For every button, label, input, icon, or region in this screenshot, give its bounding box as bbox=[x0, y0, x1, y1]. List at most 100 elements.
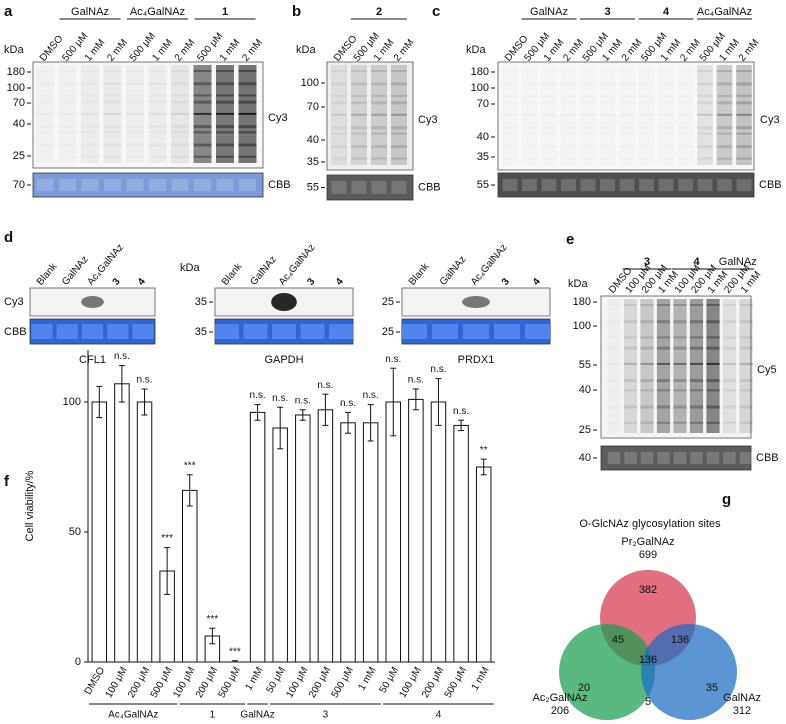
lane-band bbox=[580, 126, 596, 129]
lane-band bbox=[36, 156, 54, 158]
lane-band bbox=[706, 379, 720, 383]
x-tick-label: 500 μM bbox=[217, 665, 243, 700]
kda-marker: 55 bbox=[579, 359, 591, 371]
cbb-band bbox=[243, 324, 268, 339]
lane-band bbox=[391, 145, 407, 149]
x-tick-label: 500 μM bbox=[443, 665, 469, 700]
group-label: Ac₄GalNAz bbox=[130, 6, 185, 18]
lane-band bbox=[739, 362, 753, 365]
lane-band bbox=[502, 101, 518, 104]
lane-band bbox=[722, 389, 737, 392]
cbb-band bbox=[524, 324, 552, 339]
lane-band bbox=[607, 304, 620, 306]
lane-band bbox=[722, 405, 737, 409]
lane-band bbox=[580, 145, 596, 148]
lane-band bbox=[59, 125, 77, 128]
lane-band bbox=[580, 133, 596, 135]
cbb-band bbox=[329, 324, 353, 339]
lane-band bbox=[580, 158, 596, 160]
kda-marker: 35 bbox=[195, 326, 207, 338]
lane-band bbox=[541, 95, 557, 97]
lane-band bbox=[607, 320, 620, 323]
set-name: GalNAz bbox=[723, 692, 761, 704]
kda-marker: 40 bbox=[307, 134, 319, 146]
lane-band bbox=[522, 133, 538, 135]
loading-label: CBB bbox=[418, 181, 441, 193]
lane-label: 2 mM bbox=[240, 37, 264, 63]
lane-band bbox=[673, 362, 687, 365]
significance: n.s. bbox=[430, 364, 446, 375]
region-count: 20 bbox=[578, 682, 590, 694]
lane-band bbox=[502, 95, 518, 97]
lane-band bbox=[149, 101, 167, 104]
lane-band bbox=[216, 70, 234, 72]
cbb-strip bbox=[326, 174, 414, 201]
gel bbox=[326, 61, 414, 171]
lane-band bbox=[722, 320, 737, 324]
lane-band bbox=[216, 82, 234, 86]
kda-marker: 70 bbox=[307, 101, 319, 113]
lane-band bbox=[689, 320, 704, 324]
lane-band bbox=[331, 101, 347, 105]
kda-marker: 35 bbox=[477, 151, 489, 163]
cbb-band bbox=[148, 179, 167, 191]
lane-band bbox=[149, 131, 167, 133]
lane-label: 2 mM bbox=[678, 37, 702, 63]
lane-band bbox=[658, 133, 674, 135]
gel bbox=[600, 295, 752, 439]
lane-band bbox=[171, 143, 189, 147]
signal-label: Cy3 bbox=[268, 112, 288, 124]
kda-marker: 40 bbox=[579, 384, 591, 396]
lane-band bbox=[103, 125, 122, 129]
cbb-band bbox=[619, 179, 635, 191]
lane-band bbox=[739, 421, 753, 424]
panel-letter: b bbox=[292, 3, 301, 20]
lane-band bbox=[502, 126, 518, 129]
lane-label: 4 bbox=[334, 276, 346, 288]
lane-band bbox=[678, 145, 694, 148]
lane-band bbox=[371, 70, 387, 72]
lane-smear bbox=[689, 299, 704, 433]
lane-band bbox=[193, 100, 212, 104]
lane-band bbox=[607, 362, 621, 365]
significance: *** bbox=[229, 646, 241, 657]
lane-band bbox=[331, 145, 347, 149]
region-count: 136 bbox=[671, 634, 689, 646]
lane-band bbox=[673, 421, 687, 424]
lane-band bbox=[656, 304, 671, 306]
lane-band bbox=[619, 82, 635, 85]
lane-band bbox=[171, 100, 189, 104]
lane-band bbox=[678, 95, 694, 97]
kda-marker: 70 bbox=[13, 97, 25, 109]
lane-band bbox=[351, 126, 367, 130]
lane-band bbox=[238, 155, 257, 158]
lane-band bbox=[171, 112, 189, 115]
lane-band bbox=[716, 101, 733, 105]
lane-band bbox=[351, 94, 367, 97]
lane-band bbox=[716, 126, 733, 130]
lane-band bbox=[600, 145, 616, 148]
lane-band bbox=[193, 94, 212, 97]
lane-label: 2 mM bbox=[173, 37, 197, 63]
cbb-band bbox=[215, 324, 239, 339]
y-axis-label: Cell viability/% bbox=[24, 470, 36, 541]
group-label: 3 bbox=[604, 6, 610, 18]
cbb-band bbox=[522, 179, 537, 191]
lane-band bbox=[607, 389, 620, 391]
cbb-band bbox=[81, 324, 104, 339]
lane-band bbox=[126, 101, 144, 104]
lane-smear bbox=[148, 65, 167, 163]
lane-band bbox=[371, 132, 387, 135]
cbb-band bbox=[431, 324, 459, 339]
panel-letter: c bbox=[432, 3, 440, 20]
cbb-band bbox=[600, 179, 615, 191]
lane-band bbox=[623, 304, 638, 306]
cbb-band bbox=[541, 179, 557, 191]
protein-name: GAPDH bbox=[264, 354, 303, 366]
lane-band bbox=[706, 405, 720, 409]
lane-smear bbox=[640, 299, 654, 433]
lane-band bbox=[149, 144, 167, 147]
lane-band bbox=[36, 131, 54, 133]
y-tick-label: 100 bbox=[63, 396, 81, 408]
lane-band bbox=[673, 405, 687, 409]
